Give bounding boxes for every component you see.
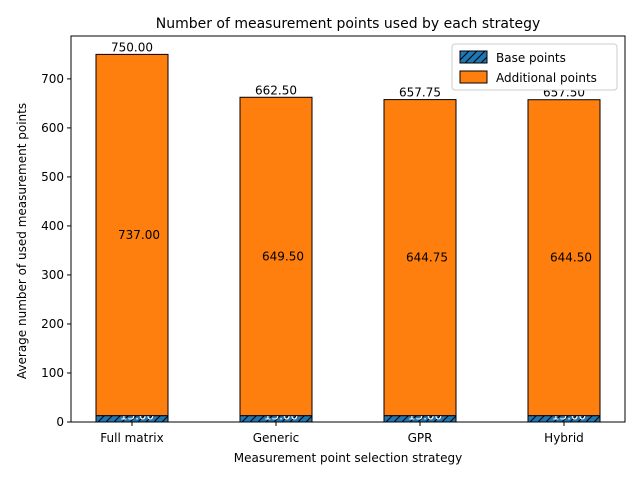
legend-box [451,43,618,91]
y-tick-label-2: 200 [41,317,64,331]
total-label-2: 657.75 [399,86,441,100]
y-tick-label-0: 0 [56,415,64,429]
x-axis-label: Measurement point selection strategy [234,451,462,465]
total-label-0: 750.00 [111,40,153,54]
legend: Base points Additional points [451,43,618,91]
bar-additional-0 [95,53,169,417]
chart-title: Number of measurement points used by eac… [156,16,541,32]
x-tick-label-1: Generic [253,431,300,445]
axes-frame [70,35,626,423]
total-label-1: 662.50 [255,83,297,97]
data-label-additional-1: 649.50 [262,249,304,263]
bar-additional-1 [239,96,313,417]
data-label-additional-0: 737.00 [118,228,160,242]
y-tick-label-3: 300 [41,268,64,282]
legend-label-1: Additional points [496,71,597,85]
y-tick-label-5: 500 [41,170,64,184]
legend-label-0: Base points [496,51,566,65]
data-label-additional-3: 644.50 [550,251,592,265]
x-tick-label-2: GPR [408,431,433,445]
y-tick-label-4: 400 [41,219,64,233]
bar-additional-2 [383,99,457,417]
bar-additional-3 [527,99,601,417]
legend-swatch-0 [459,50,488,64]
y-tick-label-7: 700 [41,72,64,86]
legend-swatch-1 [459,70,488,84]
y-tick-label-6: 600 [41,121,64,135]
x-tick-label-0: Full matrix [100,431,163,445]
x-tick-label-3: Hybrid [544,431,584,445]
data-label-additional-2: 644.75 [406,251,448,265]
y-axis-label: Average number of used measurement point… [15,103,29,379]
y-tick-label-1: 100 [41,366,64,380]
